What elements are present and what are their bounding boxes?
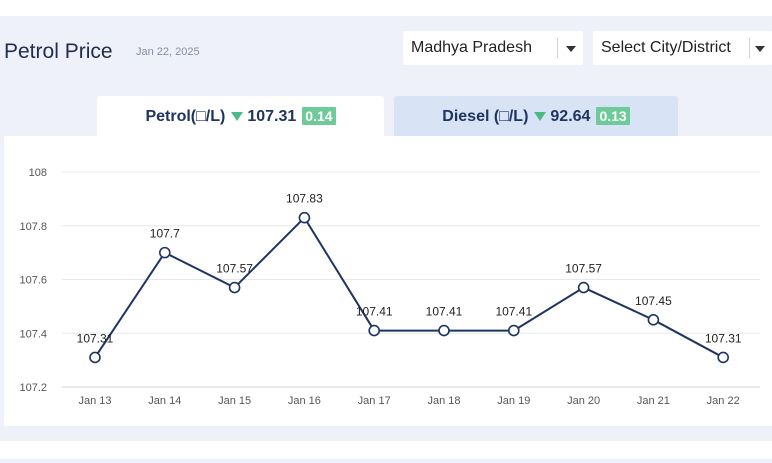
data-point — [159, 246, 171, 259]
data-label: 107.41 — [356, 305, 393, 319]
select-separator — [749, 38, 750, 58]
data-label: 107.41 — [426, 305, 463, 319]
data-point — [507, 324, 520, 337]
x-tick-label: Jan 22 — [707, 395, 740, 407]
select-separator — [557, 38, 558, 58]
chart-card — [4, 136, 772, 426]
data-label: 107.31 — [77, 331, 114, 345]
data-point — [717, 351, 730, 364]
x-tick-label: Jan 15 — [218, 395, 251, 407]
y-tick-label: 108 — [29, 167, 47, 179]
data-label: 107.45 — [635, 294, 672, 308]
page-title: Petrol Price — [4, 40, 113, 63]
city-select-placeholder: Select City/District — [601, 39, 731, 56]
tab-diesel-price: 92.64 — [550, 108, 591, 125]
tab-diesel-label: Diesel (□/L) — [442, 108, 529, 125]
data-point — [298, 211, 311, 224]
data-point — [438, 324, 450, 337]
tab-petrol[interactable]: Petrol(□/L) 107.31 0.14 — [97, 96, 384, 136]
tab-petrol-label: Petrol(□/L) — [145, 108, 226, 125]
series-line — [94, 216, 724, 359]
data-label: 107.7 — [150, 227, 180, 241]
x-tick-label: Jan 19 — [497, 395, 530, 407]
data-point — [89, 351, 101, 364]
top-strip — [0, 0, 772, 16]
city-select[interactable]: Select City/District — [593, 31, 772, 65]
x-tick-label: Jan 14 — [148, 395, 181, 407]
x-tick-label: Jan 17 — [358, 395, 391, 407]
data-label: 107.57 — [565, 262, 602, 276]
data-label: 107.57 — [216, 262, 253, 276]
data-label: 107.31 — [705, 331, 742, 345]
y-tick-label: 107.4 — [19, 328, 47, 340]
tab-diesel-change-badge: 0.13 — [596, 107, 630, 125]
data-point — [647, 314, 660, 326]
x-tick-label: Jan 21 — [637, 395, 670, 407]
data-point — [368, 324, 381, 337]
x-tick-label: Jan 18 — [427, 395, 460, 407]
divider — [0, 459, 772, 463]
x-tick-label: Jan 13 — [78, 395, 111, 407]
down-arrow-icon — [231, 112, 244, 122]
page-date: Jan 22, 2025 — [136, 46, 200, 58]
x-tick-label: Jan 20 — [567, 395, 600, 407]
chevron-down-icon[interactable] — [566, 46, 576, 52]
state-select-value: Madhya Pradesh — [411, 39, 532, 56]
tab-petrol-change-badge: 0.14 — [302, 107, 336, 125]
tab-diesel[interactable]: Diesel (□/L) 92.64 0.13 — [394, 96, 678, 136]
data-label: 107.83 — [286, 192, 323, 206]
bottom-strip — [0, 441, 772, 463]
y-tick-label: 107.8 — [19, 221, 47, 233]
state-select[interactable]: Madhya Pradesh — [403, 31, 583, 65]
tab-petrol-price: 107.31 — [247, 108, 297, 125]
data-point — [577, 281, 590, 294]
y-tick-label: 107.2 — [19, 382, 47, 394]
down-arrow-icon — [534, 112, 547, 122]
x-tick-label: Jan 16 — [288, 395, 321, 407]
chevron-down-icon[interactable] — [755, 46, 765, 52]
y-tick-label: 107.6 — [19, 275, 47, 287]
data-point — [228, 281, 241, 294]
data-label: 107.41 — [495, 305, 532, 319]
